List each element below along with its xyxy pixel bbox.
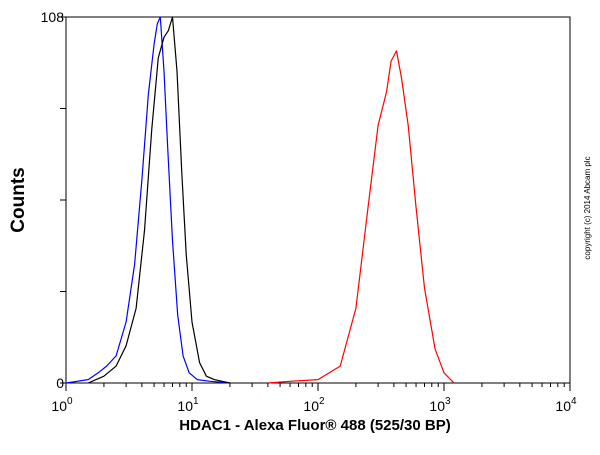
- y-tick-label: 108: [41, 9, 65, 25]
- x-tick-label-exponent: 4: [571, 396, 577, 407]
- x-tick-label-base: 10: [303, 398, 319, 414]
- x-tick-label: 101: [177, 396, 199, 414]
- x-tick-label: 102: [303, 396, 325, 414]
- x-tick-label-base: 10: [429, 398, 445, 414]
- x-tick-label: 100: [51, 396, 73, 414]
- copyright-note: copyright (c) 2014 Abcam plc: [583, 156, 592, 259]
- x-tick-label: 104: [555, 396, 577, 414]
- x-tick-label-base: 10: [177, 398, 193, 414]
- x-tick-label-exponent: 2: [319, 396, 325, 407]
- x-tick-label-exponent: 1: [193, 396, 199, 407]
- x-tick-label: 103: [429, 396, 451, 414]
- series-layer: [65, 16, 455, 384]
- x-tick-label-exponent: 0: [67, 396, 73, 407]
- series-line-2: [87, 16, 231, 384]
- y-axis: 0 108: [41, 9, 66, 391]
- y-axis-title: Counts: [8, 167, 29, 232]
- x-axis: 100 101 102 103 104: [51, 383, 577, 414]
- series-line-1: [65, 16, 230, 384]
- x-tick-label-base: 10: [555, 398, 571, 414]
- x-tick-label-base: 10: [51, 398, 67, 414]
- x-axis-title: HDAC1 - Alexa Fluor® 488 (525/30 BP): [179, 417, 450, 434]
- series-line-3: [267, 50, 455, 384]
- y-tick-label: 0: [56, 375, 64, 391]
- x-tick-label-exponent: 3: [445, 396, 451, 407]
